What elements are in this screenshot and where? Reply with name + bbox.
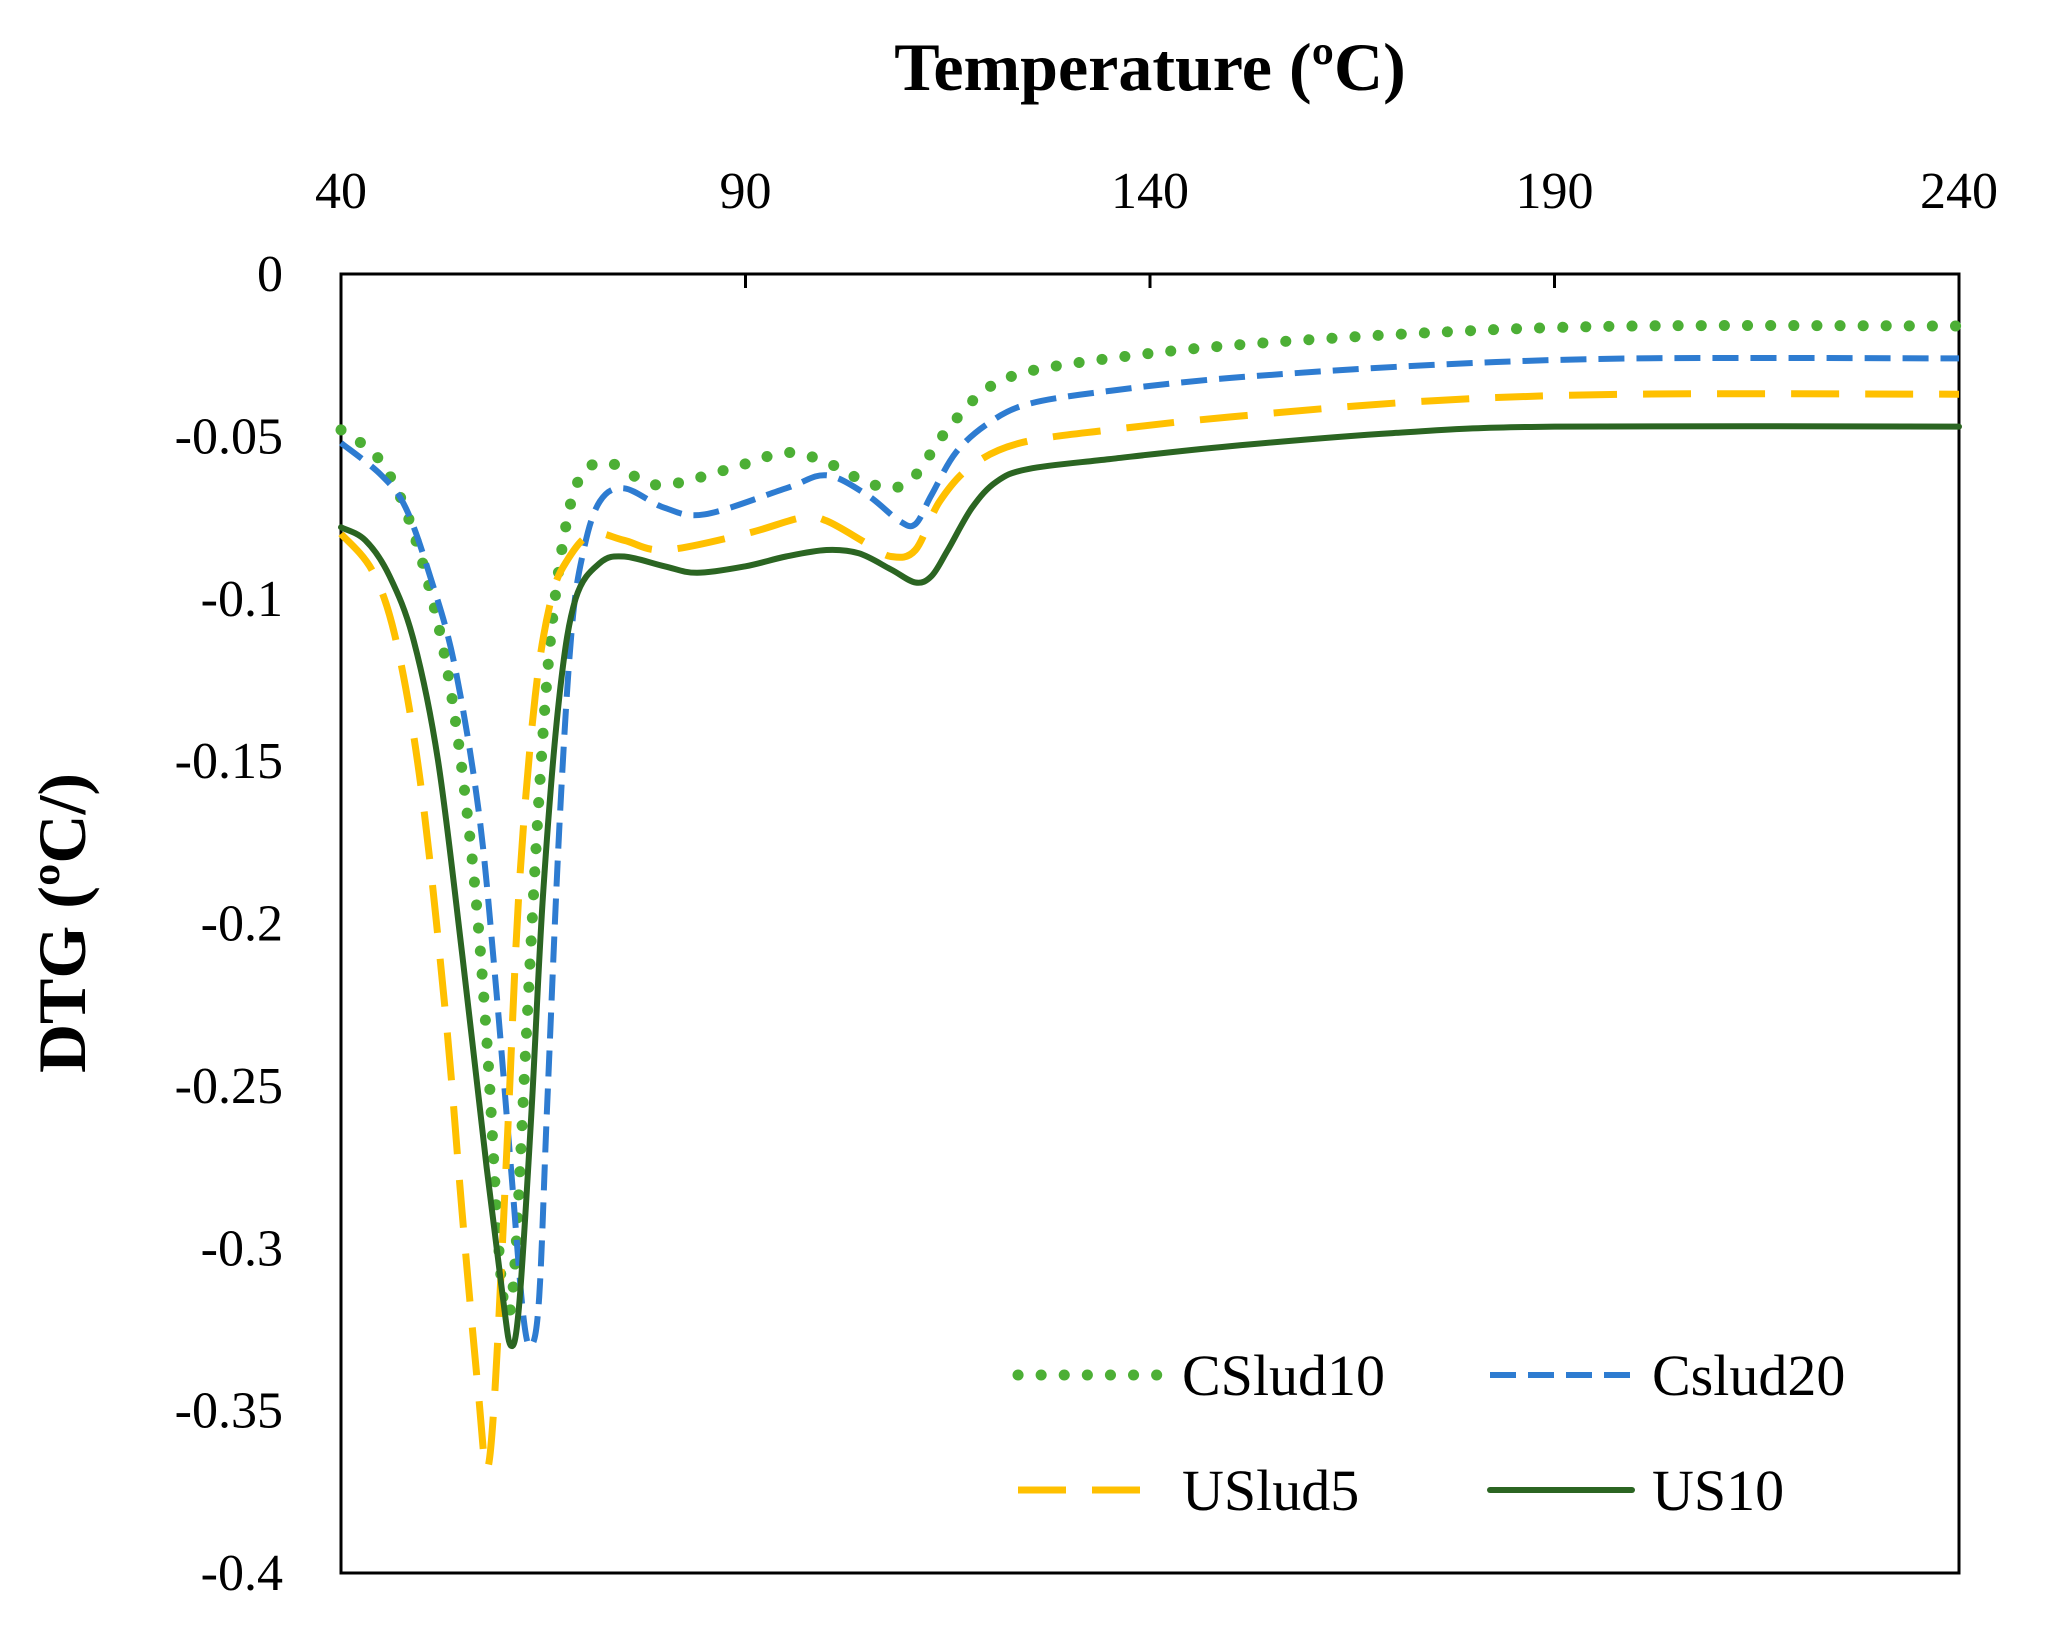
y-axis-title: DTG (ºC/): [24, 773, 100, 1073]
y-tick-label: 0: [257, 246, 283, 303]
series-line-uslud5: [338, 390, 1960, 1473]
legend-label-cslud10: CSlud10: [1182, 1343, 1385, 1408]
legend: CSlud10 Cslud20 USlud5 US10: [1012, 1343, 1845, 1523]
series-line-cslud20: [339, 354, 1960, 1350]
y-tick-label: -0.05: [175, 408, 283, 465]
y-tick-label: -0.4: [201, 1545, 283, 1602]
y-tick-label: -0.2: [201, 896, 283, 953]
x-tick-label: 190: [1516, 163, 1594, 220]
x-axis-ticks: 40 90 140 190 240: [315, 163, 1998, 288]
legend-label-us10: US10: [1652, 1458, 1784, 1523]
y-tick-label: -0.15: [175, 733, 283, 790]
x-tick-label: 90: [720, 163, 772, 220]
series-line-cslud10: [335, 320, 1965, 1320]
x-tick-label: 140: [1111, 163, 1189, 220]
legend-label-cslud20: Cslud20: [1652, 1343, 1845, 1408]
x-tick-label: 240: [1920, 163, 1998, 220]
series-line-us10: [338, 423, 1962, 1350]
series-layer: [335, 320, 1965, 1473]
x-tick-label: 40: [315, 163, 367, 220]
y-tick-label: -0.25: [175, 1058, 283, 1115]
y-tick-label: -0.1: [201, 571, 283, 628]
legend-label-uslud5: USlud5: [1182, 1458, 1359, 1523]
y-axis-ticks: 0 -0.05 -0.1 -0.15 -0.2 -0.25 -0.3 -0.35 -0.4: [175, 246, 283, 1602]
x-axis-title: Temperature (ºC): [894, 29, 1406, 105]
y-tick-label: -0.3: [201, 1220, 283, 1277]
y-tick-label: -0.35: [175, 1383, 283, 1440]
